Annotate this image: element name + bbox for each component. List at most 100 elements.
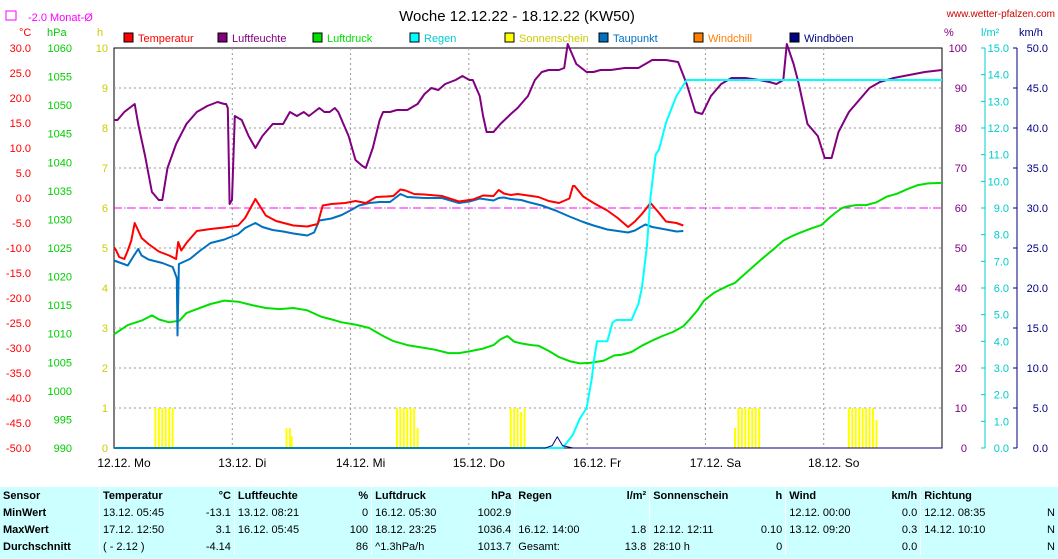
rain-tick-label: 11.0 — [988, 150, 1009, 162]
stats-cell-time: 16.12. 05:45 — [233, 521, 332, 538]
humidity-tick-label: 30 — [955, 323, 967, 335]
stats-cell-value: 100 — [349, 523, 369, 536]
rain-tick-label: 14.0 — [988, 70, 1009, 82]
stats-cell-value: 0.0 — [901, 540, 918, 553]
stats-cell-time: Gesamt: — [514, 538, 612, 555]
pressure-tick-label: 1055 — [48, 72, 72, 84]
stats-cell-time: 16.12. 14:00 — [514, 521, 612, 538]
legend-label: Luftfeuchte — [232, 33, 286, 45]
stats-cell-value: 13.8 — [624, 540, 647, 553]
legend-label: Windböen — [804, 33, 854, 45]
wind-tick-label: 20.0 — [1027, 283, 1048, 295]
plot-area — [113, 47, 943, 449]
temp-tick-label: 25.0 — [10, 68, 31, 80]
humidity-tick-label: 90 — [955, 83, 967, 95]
stats-cell-value: 1013.7 — [477, 540, 512, 553]
sun-tick-label: 10 — [96, 43, 108, 55]
stats-cell-time — [514, 504, 612, 521]
pressure-tick-label: 1045 — [48, 129, 72, 141]
stats-cell-time: 14.12. 10:10 — [920, 521, 1018, 538]
stats-row: MinWert 13.12. 05:45 -13.1 13.12. 08:21 0 16.… — [0, 504, 1058, 521]
x-tick-label: 14.12. Mi — [336, 456, 385, 470]
stats-cell-time: 12.12. 00:00 — [785, 504, 883, 521]
stats-row: MaxWert 17.12. 12:50 3.1 16.12. 05:45 100 18.… — [0, 521, 1058, 538]
rain-tick-label: 8.0 — [994, 230, 1009, 242]
x-tick-label: 17.12. Sa — [690, 456, 742, 470]
humidity-axis-unit: % — [944, 27, 954, 39]
temp-tick-label: -45.0 — [6, 418, 31, 430]
pressure-axis-unit: hPa — [47, 27, 67, 39]
legend-label: Windchill — [708, 33, 752, 45]
sun-tick-label: 5 — [102, 243, 108, 255]
sun-axis-unit: h — [97, 27, 103, 39]
stats-cell-time: 12.12. 12:11 — [649, 521, 747, 538]
weather-chart: °C hPa h 30.0 25.0 20.0 15.0 10.0 5.0 0.0 -5.0 -10.… — [5, 8, 1055, 470]
stats-cell-value — [747, 504, 786, 521]
x-tick-label: 18.12. So — [808, 456, 860, 470]
stats-cell-value: -4.14 — [205, 540, 231, 553]
source-link[interactable]: www.wetter-pfalzen.com — [946, 9, 1055, 20]
stats-cell-time — [649, 504, 747, 521]
stats-header-label: Regen — [514, 487, 612, 504]
legend-label: Regen — [424, 33, 456, 45]
pressure-tick-label: 1035 — [48, 186, 72, 198]
stats-header-unit: hPa — [491, 489, 512, 502]
legend-swatch — [217, 32, 228, 43]
temperature-line — [113, 185, 684, 260]
stats-cell-value: N — [1047, 540, 1055, 553]
rain-axis-unit: l/m² — [981, 27, 1000, 39]
pressure-tick-label: 1025 — [48, 243, 72, 255]
rain-tick-label: 13.0 — [988, 96, 1009, 108]
stats-cell-time — [785, 538, 883, 555]
legend-swatch — [409, 32, 420, 43]
wind-tick-label: 10.0 — [1027, 363, 1048, 375]
sun-tick-label: 9 — [102, 83, 108, 95]
stats-header-label: Richtung — [920, 487, 1018, 504]
humidity-tick-label: 60 — [955, 203, 967, 215]
stats-header-unit: °C — [218, 489, 231, 502]
wind-tick-label: 45.0 — [1027, 83, 1048, 95]
stats-cell-value: 0 — [362, 506, 369, 519]
temp-tick-label: -25.0 — [6, 318, 31, 330]
temp-tick-label: 30.0 — [10, 43, 31, 55]
rain-tick-label: 1.0 — [994, 416, 1009, 428]
stats-cell-value: 1002.9 — [477, 506, 512, 519]
stats-cell-time: 17.12. 12:50 — [98, 521, 197, 538]
legend-label: Sonnenschein — [519, 33, 589, 45]
rain-tick-label: 7.0 — [994, 256, 1009, 268]
stats-cell-time: 16.12. 05:30 — [371, 504, 469, 521]
rain-tick-label: 3.0 — [994, 363, 1009, 375]
legend-swatch — [123, 32, 134, 43]
stats-row-label: MaxWert — [3, 523, 49, 536]
stats-header-label: Luftfeuchte — [233, 487, 332, 504]
statistics-table: Sensor Temperatur °C Luftfeuchte% Luftdruck h… — [0, 487, 1058, 555]
stats-header-label: Luftdruck — [371, 487, 469, 504]
legend-swatch — [693, 32, 704, 43]
rain-tick-label: 12.0 — [988, 123, 1009, 135]
wind-tick-label: 40.0 — [1027, 123, 1048, 135]
legend-label: Taupunkt — [613, 33, 658, 45]
stats-header-unit: km/h — [891, 489, 918, 502]
stats-cell-time: 13.12. 08:21 — [233, 504, 332, 521]
stats-cell-value — [612, 504, 650, 521]
pressure-tick-label: 1060 — [48, 43, 72, 55]
x-tick-label: 16.12. Fr — [573, 456, 621, 470]
sun-tick-label: 2 — [102, 363, 108, 375]
rain-tick-label: 10.0 — [988, 176, 1009, 188]
pressure-tick-label: 1040 — [48, 157, 72, 169]
pressure-tick-label: 995 — [54, 414, 72, 426]
temp-tick-label: 20.0 — [10, 93, 31, 105]
humidity-tick-label: 10 — [955, 403, 967, 415]
temp-tick-label: 0.0 — [16, 193, 31, 205]
rain-tick-label: 0.0 — [994, 443, 1009, 455]
rain-tick-label: 5.0 — [994, 310, 1009, 322]
wind-tick-label: 50.0 — [1027, 43, 1048, 55]
rain-tick-label: 4.0 — [994, 336, 1009, 348]
chart-svg: °C hPa h30.025.020.015.010.05.00.0-5.0-10.… — [5, 8, 1055, 470]
humidity-tick-label: 100 — [949, 43, 967, 55]
stats-cell-time: 13.12. 05:45 — [98, 504, 197, 521]
stats-row-label: Durchschnitt — [3, 540, 71, 553]
rain-tick-label: 9.0 — [994, 203, 1009, 215]
humidity-tick-label: 80 — [955, 123, 967, 135]
humidity-tick-label: 70 — [955, 163, 967, 175]
